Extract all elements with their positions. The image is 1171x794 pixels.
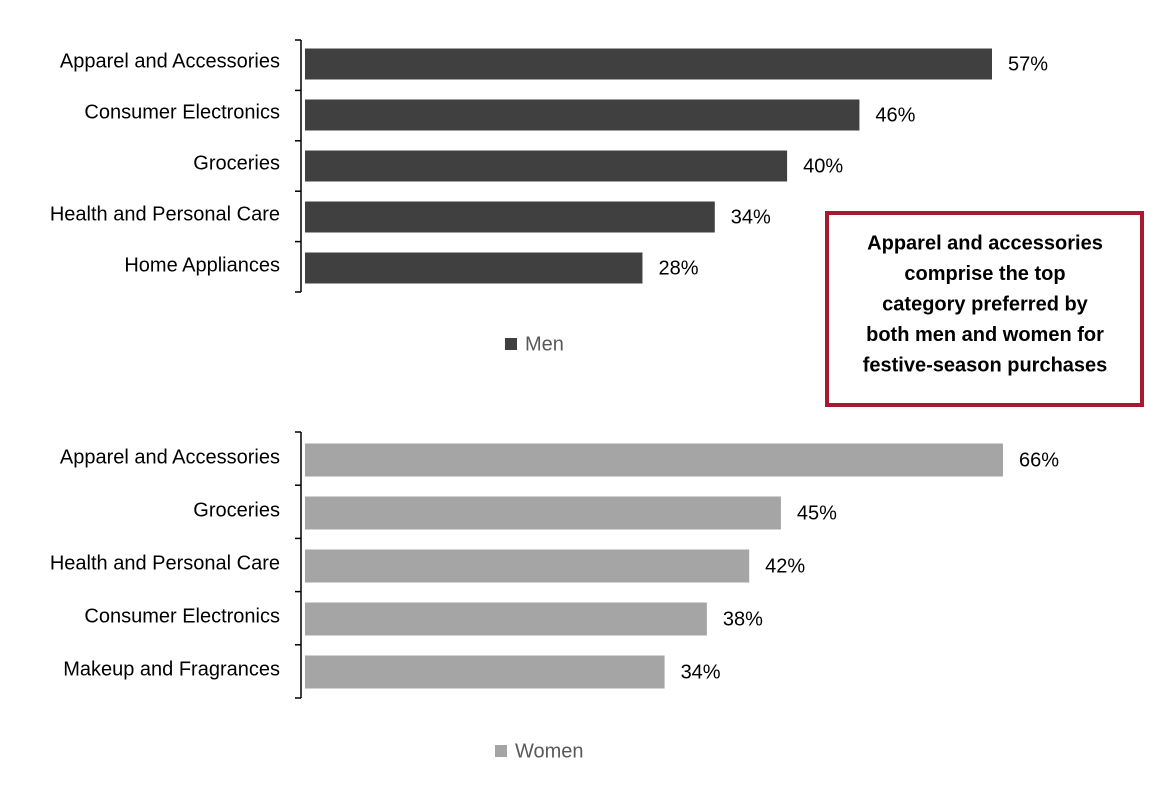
legend-label: Women [515,740,584,762]
bar [305,201,715,233]
annotation-box [825,211,1144,407]
annotation-text: Apparel and accessories [867,232,1103,254]
value-label: 28% [658,257,698,279]
category-label: Apparel and Accessories [60,446,280,468]
annotation-text: category preferred by [882,293,1089,315]
annotation-text: comprise the top [904,263,1065,285]
legend-label: Men [525,333,564,355]
value-label: 40% [803,155,843,177]
category-label: Groceries [193,499,280,521]
category-label: Makeup and Fragrances [63,658,280,680]
bar [305,252,643,284]
category-label: Health and Personal Care [50,552,280,574]
value-label: 57% [1008,53,1048,75]
category-label: Consumer Electronics [84,605,280,627]
bar [305,602,707,636]
annotation-text: both men and women for [866,324,1104,346]
bar [305,99,860,131]
legend-swatch [505,338,517,350]
bar [305,150,788,182]
value-label: 45% [797,502,837,524]
bar [305,549,750,583]
category-label: Groceries [193,152,280,174]
category-label: Home Appliances [124,254,280,276]
category-label: Apparel and Accessories [60,50,280,72]
category-label: Consumer Electronics [84,101,280,123]
value-label: 34% [681,661,721,683]
annotation-text: festive-season purchases [863,354,1108,376]
value-label: 34% [731,206,771,228]
bar [305,443,1003,477]
value-label: 66% [1019,449,1059,471]
legend-swatch [495,745,507,757]
value-label: 38% [723,608,763,630]
value-label: 42% [765,555,805,577]
bar [305,496,781,530]
category-label: Health and Personal Care [50,203,280,225]
bar [305,48,992,80]
value-label: 46% [875,104,915,126]
bar [305,655,665,689]
